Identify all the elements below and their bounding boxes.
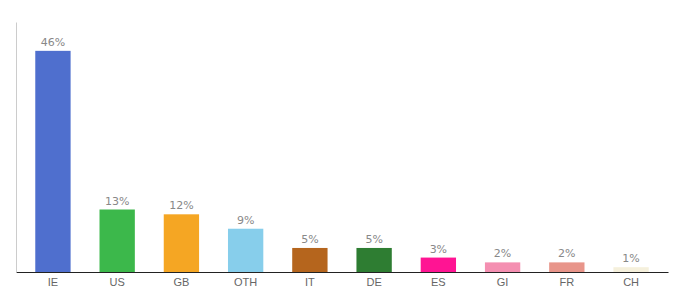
x-tick-label: OTH bbox=[234, 276, 257, 288]
x-tick: GB bbox=[173, 276, 189, 288]
data-label: 46% bbox=[41, 36, 65, 49]
x-tick: FR bbox=[559, 276, 574, 288]
bar bbox=[164, 214, 199, 272]
bar bbox=[613, 267, 648, 272]
x-tick: OTH bbox=[234, 276, 257, 288]
x-tick-label: GI bbox=[497, 276, 509, 288]
x-tick-label: ES bbox=[431, 276, 446, 288]
x-tick-label: US bbox=[110, 276, 125, 288]
plot: 46% 13% 12% 9% 5% 5% 3% 2% 2% 1% IE US GB OTH IT DE ES GI… bbox=[17, 23, 669, 288]
bar bbox=[421, 258, 456, 272]
x-axis-line bbox=[17, 272, 669, 273]
x-tick-label: CH bbox=[623, 276, 639, 288]
x-axis: IE US GB OTH IT DE ES GI FR CH bbox=[17, 273, 669, 288]
x-tick: IT bbox=[305, 276, 315, 288]
x-tick: DE bbox=[366, 276, 381, 288]
bars bbox=[35, 51, 648, 272]
x-tick: IE bbox=[48, 276, 58, 288]
bar bbox=[549, 262, 584, 272]
x-tick: CH bbox=[623, 276, 639, 288]
x-tick: ES bbox=[431, 276, 446, 288]
y-axis-line bbox=[16, 23, 17, 273]
bar bbox=[100, 210, 135, 273]
data-label: 13% bbox=[105, 195, 129, 208]
bar bbox=[485, 262, 520, 272]
x-tick-label: DE bbox=[366, 276, 381, 288]
chart: 46% 13% 12% 9% 5% 5% 3% 2% 2% 1% IE US GB OTH IT DE ES GI… bbox=[0, 0, 680, 300]
x-tick-label: IT bbox=[305, 276, 315, 288]
data-label: 1% bbox=[622, 252, 639, 265]
data-label: 5% bbox=[365, 233, 382, 246]
x-tick: US bbox=[110, 276, 125, 288]
x-tick-label: GB bbox=[173, 276, 189, 288]
bar bbox=[356, 248, 391, 272]
y-axis bbox=[16, 23, 17, 273]
x-tick: GI bbox=[497, 276, 509, 288]
data-label: 2% bbox=[558, 247, 575, 260]
data-labels: 46% 13% 12% 9% 5% 5% 3% 2% 2% 1% bbox=[41, 36, 640, 265]
data-label: 12% bbox=[169, 199, 193, 212]
data-label: 2% bbox=[494, 247, 511, 260]
bar bbox=[292, 248, 327, 272]
data-label: 3% bbox=[430, 243, 447, 256]
x-tick-label: FR bbox=[559, 276, 574, 288]
x-tick-label: IE bbox=[48, 276, 58, 288]
data-label: 5% bbox=[301, 233, 318, 246]
data-label: 9% bbox=[237, 214, 254, 227]
bar bbox=[35, 51, 70, 272]
bar bbox=[228, 229, 263, 272]
